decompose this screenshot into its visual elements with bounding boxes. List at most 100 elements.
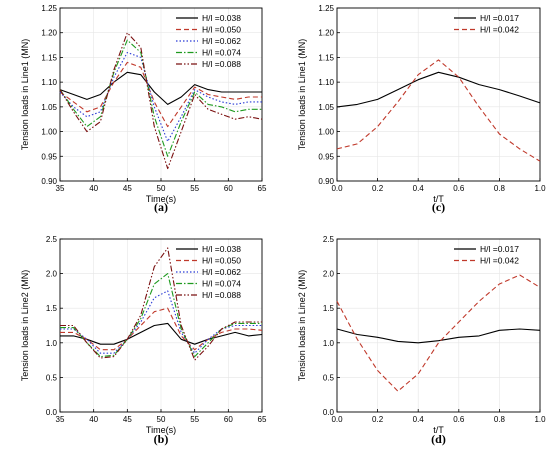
series-line-1	[336, 71, 541, 108]
y-axis-label: Tension loads in Line2 (MN)	[297, 270, 307, 382]
y-tick-label: 0.90	[41, 177, 57, 186]
x-tick-label: 0.2	[372, 415, 384, 424]
panel-label: (b)	[154, 432, 169, 446]
x-tick-label: 60	[224, 415, 233, 424]
x-tick-label: 55	[190, 184, 199, 193]
y-tick-label: 0.0	[323, 408, 335, 417]
series-line-4	[59, 39, 262, 157]
y-tick-label: 1.05	[318, 103, 334, 112]
series-line-5	[60, 247, 262, 361]
x-tick-label: 35	[56, 184, 65, 193]
panel-label: (a)	[154, 200, 168, 214]
y-tick-label: 0.5	[323, 373, 335, 382]
y-axis-label: Tension loads in Line1 (MN)	[20, 39, 30, 151]
legend-label: H/l =0.038	[202, 13, 241, 23]
y-axis-label: Tension loads in Line2 (MN)	[20, 270, 30, 382]
panel-b: 35 40 45 50 55 60 65 0.0 0.5 1.0 1.5 2.0 2.5 Time(s) T…	[20, 235, 267, 446]
y-tick-label: 1.0	[323, 339, 335, 348]
series-line-1	[336, 328, 541, 344]
series-line-2	[59, 61, 262, 128]
y-tick-label: 1.10	[318, 78, 334, 87]
x-tick-label: 40	[89, 184, 98, 193]
y-tick-label: 1.20	[41, 29, 57, 38]
y-tick-label: 1.00	[41, 128, 57, 137]
y-tick-label: 0.0	[46, 408, 58, 417]
y-tick-label: 0.90	[318, 177, 334, 186]
y-tick-label: 2.5	[323, 235, 335, 244]
panel-c: 0.0 0.2 0.4 0.6 0.8 1.0 0.90 0.95 1.00 1.05 1.10 1.…	[297, 4, 546, 214]
legend-label: H/l =0.017	[480, 13, 519, 23]
legend-label: H/l =0.074	[202, 279, 241, 289]
panel-a: 35 40 45 50 55 60 65 0.90 0.95 1.00 1.05 1.10 1.15 1.…	[20, 4, 267, 214]
legend-label: H/l =0.074	[202, 48, 241, 58]
legend-label: H/l =0.038	[202, 244, 241, 254]
panel-label: (d)	[431, 432, 446, 446]
y-tick-label: 1.20	[318, 29, 334, 38]
x-axis-label: Time(s)	[146, 194, 176, 204]
y-tick-label: 1.05	[41, 103, 57, 112]
x-tick-label: 0.6	[453, 415, 465, 424]
x-axis-label: t/T	[433, 425, 444, 435]
series-line-5	[59, 32, 263, 170]
series-line-3	[60, 290, 262, 354]
plot-frame	[336, 7, 541, 182]
legend-label: H/l =0.062	[202, 36, 241, 46]
legend-label: H/l =0.017	[480, 244, 519, 254]
plot-frame	[336, 238, 541, 413]
x-tick-label: 0.4	[413, 184, 425, 193]
y-tick-label: 2.0	[323, 270, 335, 279]
x-tick-label: 1.0	[534, 415, 546, 424]
y-tick-label: 1.5	[46, 304, 58, 313]
legend-label: H/l =0.062	[202, 267, 241, 277]
legend-label: H/l =0.088	[202, 59, 241, 69]
x-tick-label: 65	[258, 415, 267, 424]
y-tick-label: 0.5	[46, 373, 58, 382]
x-tick-label: 0.8	[494, 415, 506, 424]
x-tick-label: 0.6	[453, 184, 465, 193]
y-tick-label: 0.95	[318, 152, 334, 161]
y-tick-label: 1.00	[318, 128, 334, 137]
legend-label: H/l =0.042	[480, 256, 519, 266]
series-line-1	[59, 71, 262, 105]
y-tick-label: 1.25	[41, 4, 57, 13]
x-tick-label: 50	[157, 415, 166, 424]
x-tick-label: 55	[190, 415, 199, 424]
x-tick-label: 0.0	[331, 184, 343, 193]
legend-label: H/l =0.042	[480, 25, 519, 35]
series-line-1	[60, 322, 263, 345]
x-tick-label: 60	[224, 184, 233, 193]
y-tick-label: 1.5	[323, 304, 335, 313]
y-tick-label: 0.95	[41, 152, 57, 161]
x-tick-label: 0.4	[413, 415, 425, 424]
y-tick-label: 1.10	[41, 78, 57, 87]
y-tick-label: 1.15	[318, 53, 334, 62]
legend-label: H/l =0.088	[202, 290, 241, 300]
x-axis-label: t/T	[433, 194, 444, 204]
y-tick-label: 1.0	[46, 339, 58, 348]
x-tick-label: 45	[123, 184, 132, 193]
y-tick-label: 2.0	[46, 270, 58, 279]
y-axis-label: Tension loads in Line1 (MN)	[297, 39, 307, 151]
series-line-2	[336, 274, 541, 392]
series-line-2	[336, 59, 541, 162]
panel-label: (c)	[432, 200, 445, 214]
y-tick-label: 1.15	[41, 53, 57, 62]
x-tick-label: 50	[157, 184, 166, 193]
x-tick-label: 45	[123, 415, 132, 424]
x-tick-label: 1.0	[534, 184, 546, 193]
x-axis-label: Time(s)	[146, 425, 176, 435]
series-line-2	[60, 307, 263, 351]
y-tick-label: 1.25	[318, 4, 334, 13]
x-tick-label: 35	[56, 415, 65, 424]
panel-d: 0.0 0.2 0.4 0.6 0.8 1.0 0.0 0.5 1.0 1.5 2.0 2.5 t/T T…	[297, 235, 546, 446]
x-tick-label: 0.0	[331, 415, 343, 424]
legend-label: H/l =0.050	[202, 256, 241, 266]
y-tick-label: 2.5	[46, 235, 58, 244]
x-tick-label: 0.8	[494, 184, 506, 193]
series-line-3	[59, 51, 262, 143]
x-tick-label: 65	[258, 184, 267, 193]
legend-label: H/l =0.050	[202, 25, 241, 35]
x-tick-label: 0.2	[372, 184, 384, 193]
x-tick-label: 40	[89, 415, 98, 424]
